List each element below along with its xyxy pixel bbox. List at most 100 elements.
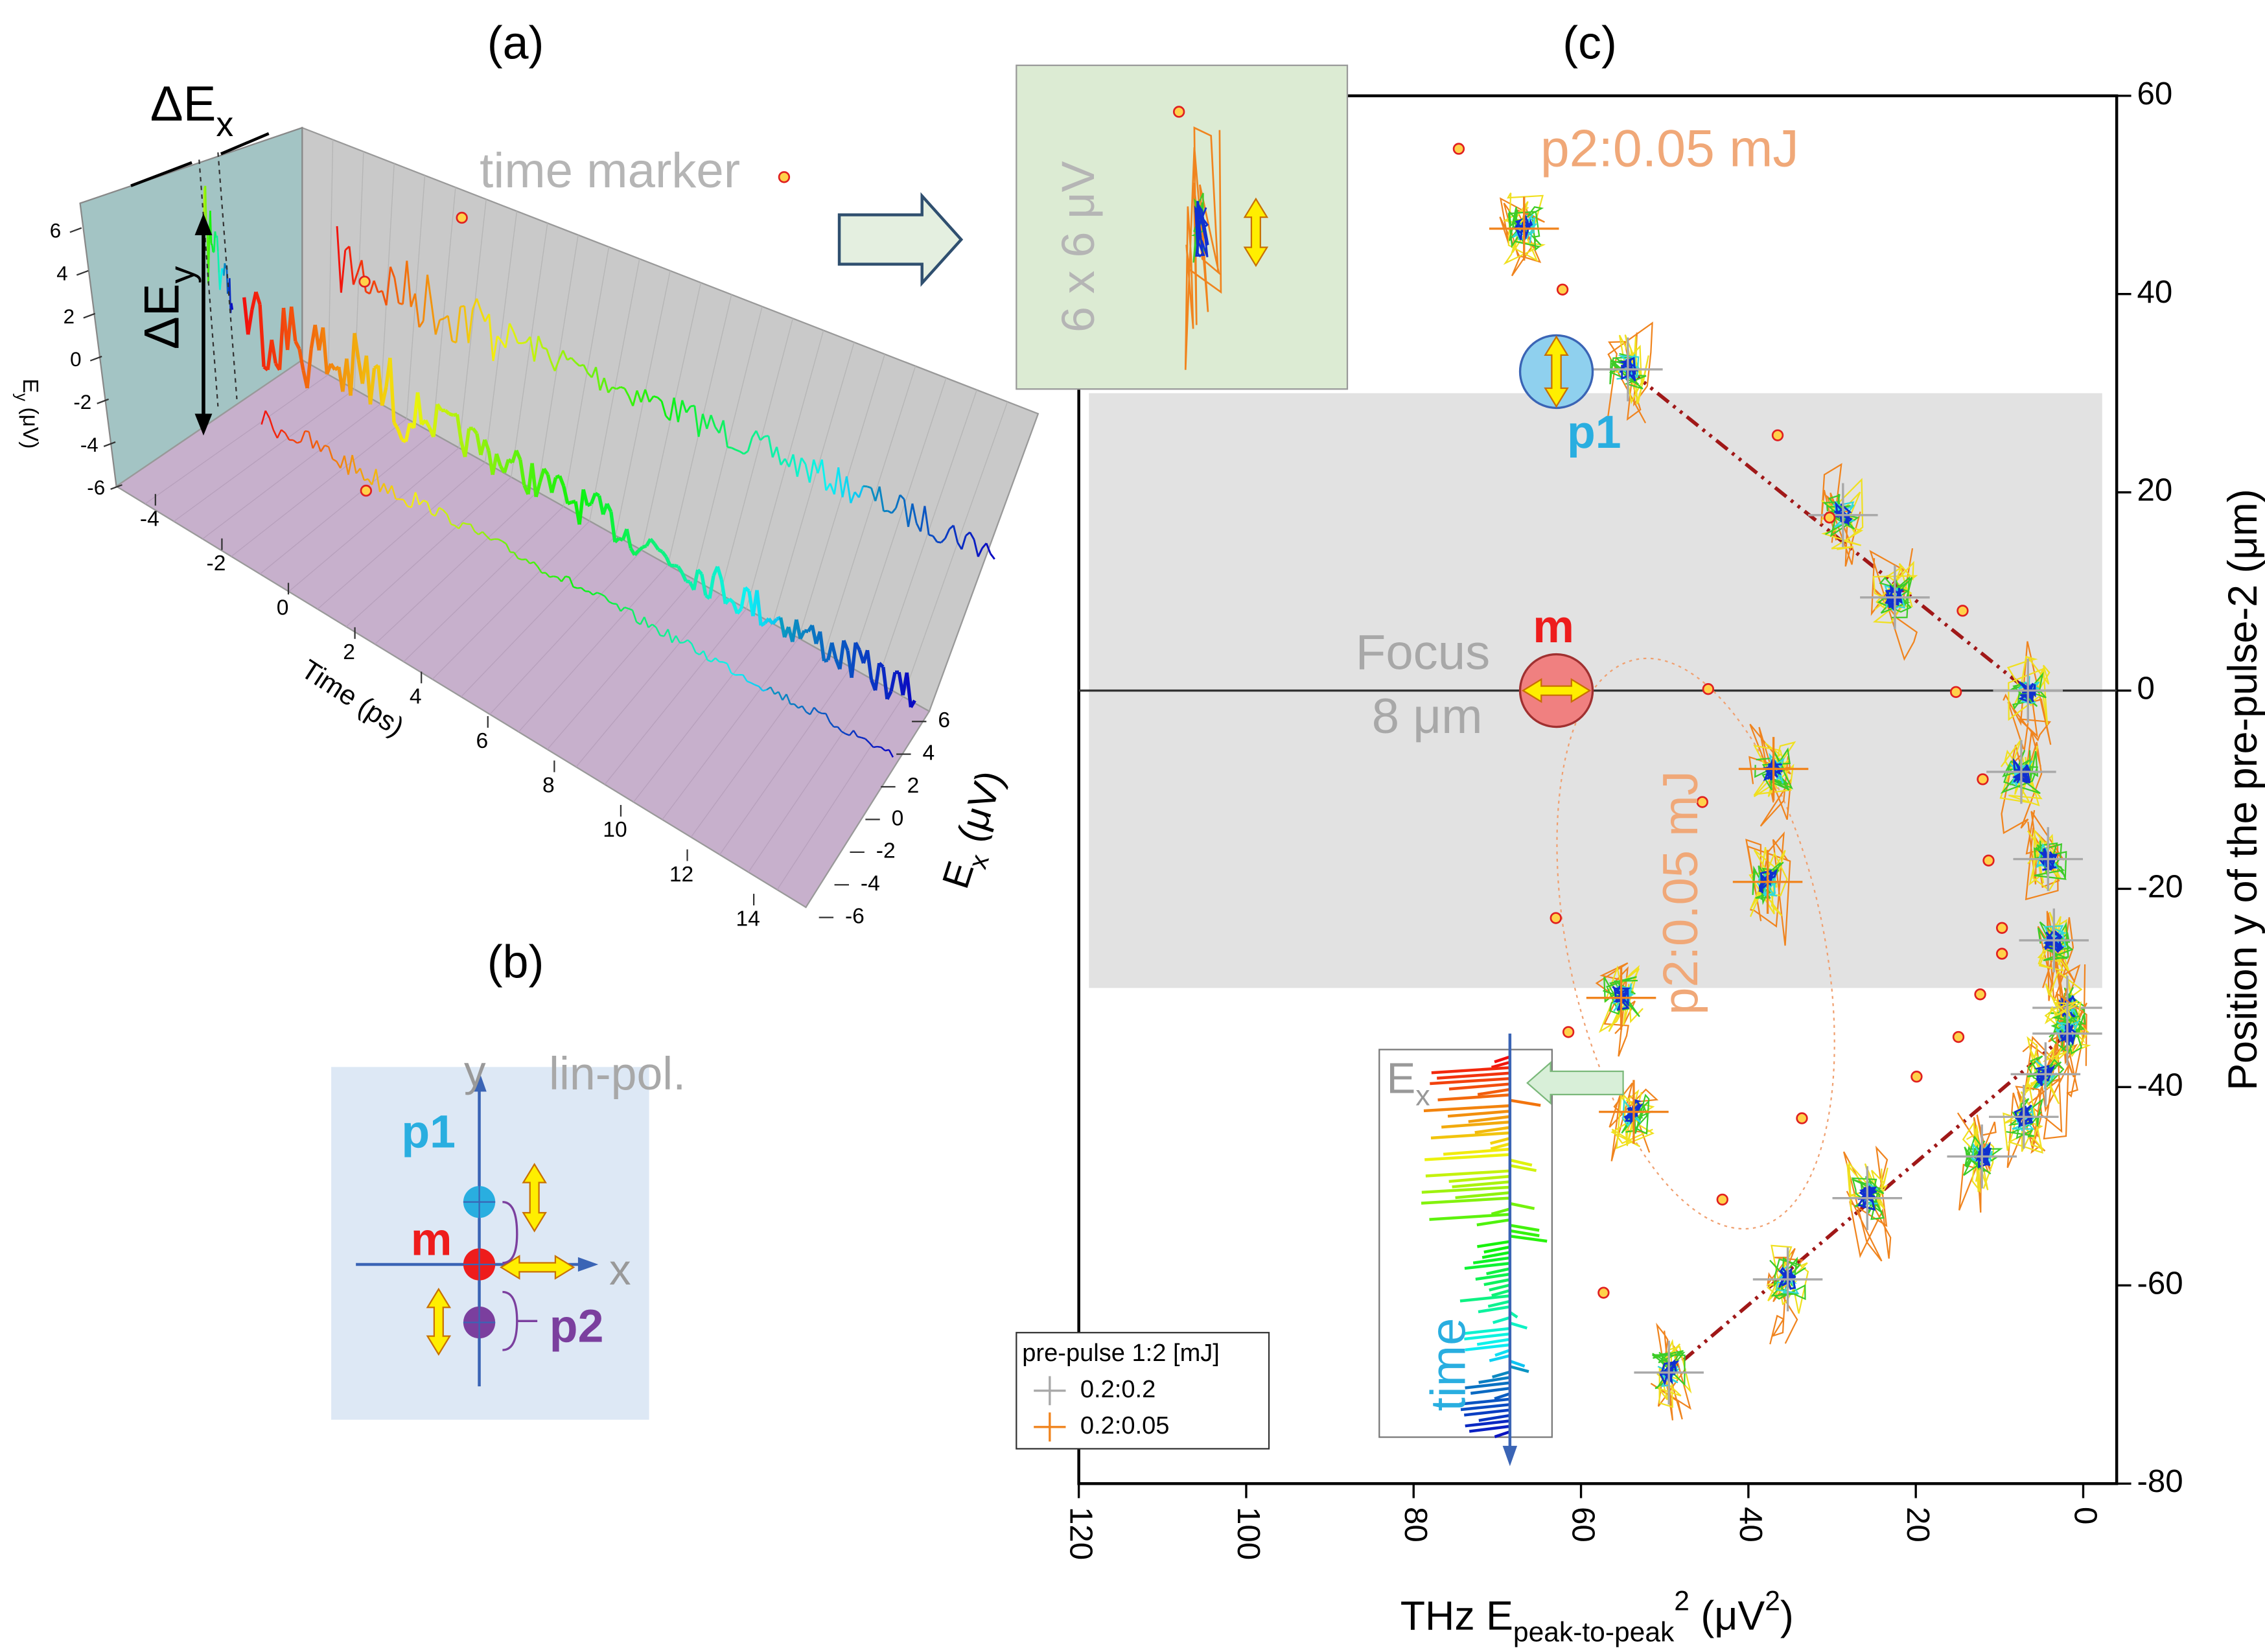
- trace-segment: [329, 362, 336, 371]
- trace-segment: [714, 426, 721, 434]
- trace-segment: [895, 494, 901, 509]
- trace-segment: [518, 459, 526, 486]
- trace-segment: [369, 280, 375, 294]
- ex-trace: [1509, 1360, 1526, 1368]
- trace-segment: [691, 569, 700, 590]
- z-tick-label: -6: [845, 904, 865, 928]
- ex-trace: [1475, 1272, 1511, 1281]
- annotation: p2:0.05 mJ: [1540, 119, 1799, 178]
- y-tick-label: 60: [2137, 76, 2173, 111]
- floor-grid: [633, 623, 773, 802]
- bracket: [502, 1290, 538, 1351]
- x-tick-label: 10: [603, 818, 627, 842]
- trace-segment: [402, 261, 408, 305]
- ex-trace: [1472, 1256, 1511, 1264]
- ex-trace: [1474, 1126, 1511, 1134]
- trace-segment: [633, 549, 640, 557]
- ex-trace: [1476, 1218, 1511, 1227]
- trace-segment: [743, 586, 750, 593]
- trace-segment: [623, 388, 630, 397]
- trace-segment: [760, 622, 766, 627]
- trace-segment: [889, 671, 897, 692]
- trace-segment: [605, 502, 613, 513]
- trace-segment: [375, 469, 381, 493]
- trace-segment: [813, 706, 819, 713]
- wall-grid: [850, 378, 947, 668]
- trace-segment: [726, 663, 732, 673]
- trajectory: [1650, 1322, 1691, 1421]
- trace-segment: [533, 336, 540, 362]
- wall-grid: [380, 163, 395, 404]
- trajectory: [2043, 930, 2065, 953]
- time-marker: [358, 275, 371, 288]
- label-part: E: [18, 378, 42, 393]
- trajectory: [1758, 868, 1778, 894]
- ex-trace: [1509, 1235, 1548, 1243]
- data-point: [1808, 483, 1878, 548]
- trace-segment: [305, 430, 309, 433]
- y-tick: [110, 484, 122, 490]
- trace-segment: [817, 711, 822, 714]
- trace-segment: [899, 494, 905, 500]
- time-marker: [456, 211, 468, 224]
- trajectory: [1512, 214, 1538, 244]
- label-part: (μV: [1690, 1593, 1765, 1638]
- time-marker: [1911, 1071, 1923, 1083]
- x-axis-label: THz Epeak-to-peak2 (μV2): [1400, 1586, 1794, 1648]
- trace-segment: [857, 736, 862, 739]
- trajectory: [2037, 911, 2076, 1004]
- trace-segment: [837, 467, 844, 498]
- trace-segment: [502, 459, 511, 474]
- trajectory: [2034, 1064, 2055, 1087]
- trace-segment: [387, 485, 393, 494]
- trace-segment: [515, 449, 522, 461]
- trace-segment: [804, 463, 811, 483]
- trace-segment: [538, 468, 546, 483]
- trace-segment: [631, 610, 638, 623]
- trace-segment: [391, 485, 397, 500]
- trace-segment: [595, 367, 601, 391]
- trace-segment: [751, 430, 758, 438]
- floor: [115, 359, 931, 909]
- wall-grid: [327, 139, 334, 375]
- ex-trace: [1477, 1088, 1511, 1096]
- trace-segment: [261, 410, 266, 425]
- trace-segment: [762, 689, 767, 692]
- trace-segment: [785, 693, 791, 704]
- label-part: 2: [1765, 1586, 1780, 1617]
- trace-segment: [246, 309, 254, 335]
- ex-trace: [1478, 1376, 1511, 1384]
- label-part: 2: [1674, 1586, 1690, 1617]
- ex-trace: [1490, 1142, 1511, 1150]
- trace-segment: [693, 405, 700, 437]
- y-tick: [76, 270, 89, 276]
- floor-grid: [145, 374, 329, 504]
- trace-segment: [305, 349, 313, 389]
- trace-segment: [343, 455, 349, 475]
- y-tick-label: -4: [80, 434, 99, 456]
- trace-segment: [462, 522, 467, 525]
- p2-label: p2: [550, 1301, 604, 1353]
- trace-segment: [590, 366, 597, 378]
- ex-trace: [1431, 1066, 1511, 1075]
- trace-segment: [522, 341, 527, 345]
- trajectory: [1778, 1266, 1796, 1290]
- trace-segment: [422, 274, 429, 321]
- trace-segment: [833, 467, 840, 494]
- time-marker: [1949, 686, 1962, 698]
- legend-symbol: [1034, 1376, 1066, 1406]
- trace-segment: [760, 436, 765, 441]
- trace-segment: [518, 557, 522, 561]
- z-tick-label: 2: [907, 774, 920, 798]
- wall-grid: [589, 259, 640, 522]
- trace-segment: [438, 507, 444, 511]
- label-part: ): [1780, 1593, 1794, 1638]
- trace-segment: [209, 211, 213, 244]
- trace-segment: [379, 483, 385, 493]
- trace-segment: [778, 691, 784, 701]
- ex-trace: [1421, 1196, 1511, 1205]
- trace-segment: [739, 587, 747, 610]
- trace-segment: [480, 310, 486, 322]
- floor-grid: [518, 564, 669, 732]
- trace-segment: [920, 506, 926, 532]
